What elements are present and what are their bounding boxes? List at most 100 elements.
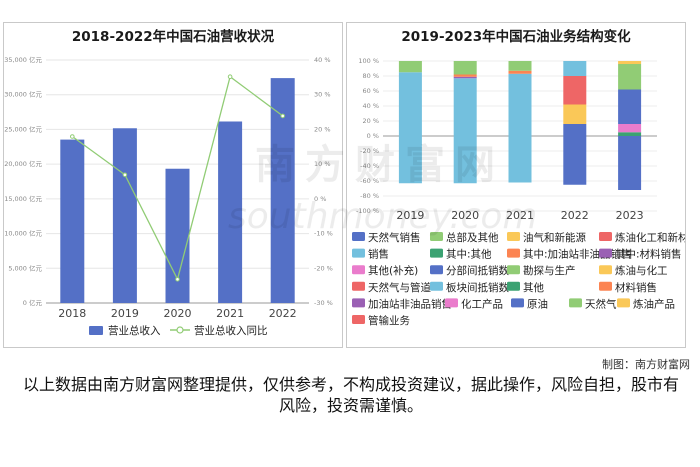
legend-swatch (599, 232, 612, 241)
legend-label: 板块间抵销数 (446, 281, 509, 294)
yoy-point (122, 172, 128, 178)
y-right-tick-label: 0 % (314, 195, 326, 203)
legend-label: 分部间抵销数 (446, 264, 509, 277)
y-tick-label: -80 % (360, 192, 379, 200)
stack-segment (508, 73, 532, 136)
x-tick-label: 2020 (164, 307, 192, 320)
legend-swatch (352, 315, 365, 324)
legend-label: 炼油化工和新材料 (615, 231, 685, 244)
x-tick-label: 2022 (561, 209, 589, 222)
yoy-point (70, 134, 75, 139)
elimination-bar (453, 136, 477, 184)
stack-segment (398, 72, 422, 136)
legend-label: 化工产品 (461, 297, 503, 310)
x-tick-label: 2018 (58, 307, 86, 320)
elimination-bar (508, 136, 532, 183)
elimination-bar (618, 136, 642, 190)
revenue-bar (165, 168, 190, 303)
x-tick-label: 2023 (616, 209, 644, 222)
stack-segment (398, 61, 422, 73)
y-tick-label: 100 % (358, 57, 379, 65)
stack-segment (563, 124, 587, 136)
legend-swatch (352, 232, 365, 241)
elimination-bar (398, 136, 422, 184)
stack-segment (618, 124, 642, 133)
yoy-point (175, 276, 180, 282)
legend-label: 销售 (368, 248, 389, 261)
structure-chart-panel: 2019-2023年中国石油业务结构变化 -100 % -80 % -60 % -40… (346, 22, 686, 348)
legend-swatch-revenue (89, 326, 103, 335)
y-right-tick-label: 40 % (314, 56, 331, 64)
legend-swatch (445, 298, 458, 308)
legend-marker-yoy (176, 326, 184, 334)
revenue-chart-panel: 2018-2022年中国石油营收状况 0 亿元 5,000 亿元 10,000 亿元… (3, 22, 343, 348)
legend-label: 管输业务 (368, 314, 410, 327)
legend-swatch (599, 265, 612, 275)
legend-swatch (507, 281, 520, 291)
legend-swatch (430, 281, 443, 291)
yoy-point (227, 74, 233, 79)
legend-label-yoy: 营业总收入同比 (194, 324, 268, 337)
y-tick-label: 20 % (362, 117, 379, 125)
y-left-tick-label: 5,000 亿元 (8, 263, 42, 272)
legend-swatch (352, 248, 365, 258)
stack-segment (618, 61, 642, 64)
legend-swatch (569, 298, 582, 308)
y-left-tick-label: 20,000 亿元 (4, 159, 42, 168)
y-tick-label: 80 % (362, 72, 379, 80)
stack-segment (563, 76, 587, 105)
legend-swatch (507, 232, 520, 241)
legend-swatch (599, 281, 612, 291)
x-tick-label: 2019 (111, 307, 139, 320)
stack-segment (453, 61, 477, 75)
legend-label: 其他(补充) (368, 264, 418, 277)
stack-segment (618, 132, 642, 136)
legend-swatch (430, 232, 443, 241)
legend-label-revenue: 营业总收入 (108, 324, 161, 337)
x-tick-label: 2019 (396, 209, 424, 222)
legend-label: 其中:材料销售 (615, 248, 682, 261)
legend-label: 其他 (523, 281, 544, 294)
legend-swatch (511, 298, 524, 308)
y-right-tick-label: 20 % (314, 125, 331, 133)
stack-segment (563, 61, 587, 76)
legend-label: 油气和新能源 (523, 231, 586, 244)
stack-segment (453, 76, 477, 79)
legend-label: 炼油产品 (633, 297, 675, 310)
stack-segment (618, 89, 642, 124)
legend-label: 原油 (527, 297, 548, 310)
stack-segment (563, 104, 587, 124)
stack-segment (453, 78, 477, 136)
y-tick-label: 60 % (362, 87, 379, 95)
y-left-tick-label: 15,000 亿元 (4, 194, 42, 203)
legend-swatch (352, 265, 365, 275)
revenue-bar (270, 78, 295, 303)
legend-label: 其中:其他 (446, 248, 492, 261)
legend-swatch (352, 298, 365, 308)
y-tick-label: -100 % (356, 207, 379, 215)
y-right-tick-label: 10 % (314, 160, 331, 168)
y-tick-label: -40 % (360, 162, 379, 170)
legend-swatch (507, 265, 520, 275)
elimination-bar (563, 136, 587, 185)
legend-swatch (352, 281, 365, 291)
yoy-point (280, 113, 286, 119)
legend-label: 材料销售 (615, 281, 657, 294)
structure-chart-title: 2019-2023年中国石油业务结构变化 (401, 29, 631, 45)
legend-label: 总部及其他 (446, 231, 499, 244)
y-right-tick-label: -20 % (314, 264, 333, 272)
y-left-tick-label: 0 亿元 (23, 298, 43, 307)
y-tick-label: -20 % (360, 147, 379, 155)
legend-swatch (599, 248, 612, 258)
y-tick-label: -60 % (360, 177, 379, 185)
legend-swatch (507, 248, 520, 258)
stack-segment (508, 61, 532, 71)
stack-segment (508, 70, 532, 74)
y-left-tick-label: 25,000 亿元 (4, 124, 42, 133)
disclaimer-text: 以上数据由南方财富网整理提供，仅供参考，不构成投资建议，据此操作，风险自担，股市… (22, 375, 679, 415)
y-right-tick-label: -10 % (314, 230, 333, 238)
y-right-tick-label: 30 % (314, 91, 331, 99)
legend-swatch (430, 265, 443, 275)
legend-swatch (617, 298, 630, 308)
y-tick-label: 40 % (362, 102, 379, 110)
